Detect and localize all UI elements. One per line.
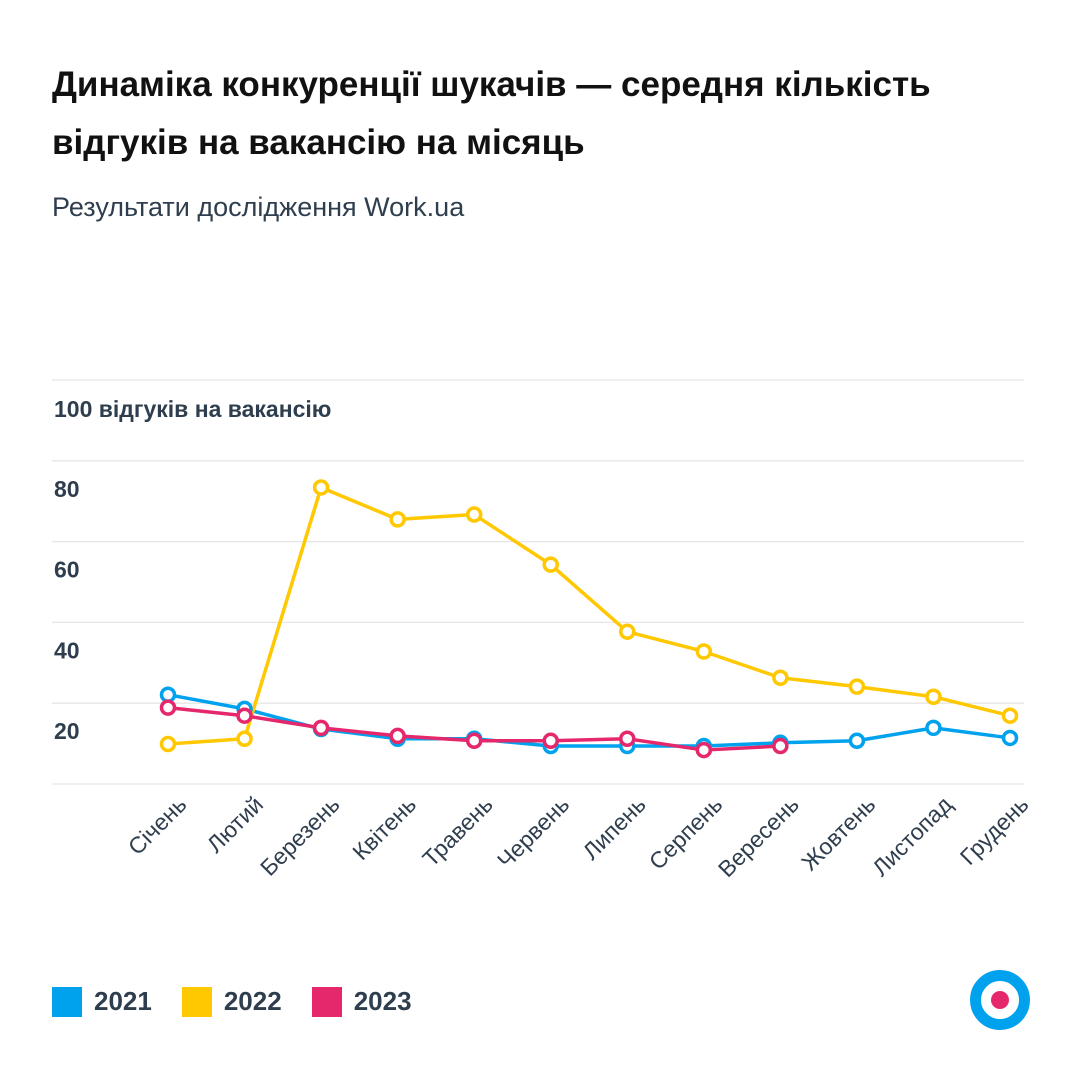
data-point-2022 xyxy=(159,735,177,753)
legend-label: 2023 xyxy=(353,986,412,1016)
x-tick-label: Вересень xyxy=(713,791,804,882)
data-point-2023 xyxy=(772,737,789,755)
data-point-2022 xyxy=(925,688,942,705)
data-point-2022 xyxy=(465,506,483,523)
data-point-2022 xyxy=(542,556,559,573)
logo-dot xyxy=(991,991,1009,1009)
data-point-2023 xyxy=(465,732,483,750)
legend-swatch xyxy=(311,986,342,1017)
data-point-2023 xyxy=(389,727,406,745)
legend-item-2022: 2022 xyxy=(181,986,282,1017)
legend-label: 2022 xyxy=(223,986,282,1016)
data-point-2023 xyxy=(695,741,713,759)
x-tick-label: Лютий xyxy=(202,791,269,858)
x-tick-label: Січень xyxy=(123,791,192,860)
x-tick-label: Квітень xyxy=(347,791,421,865)
y-tick-label: 80 xyxy=(54,476,80,502)
data-point-2023 xyxy=(236,707,253,724)
data-point-2022 xyxy=(236,730,253,748)
data-point-2022 xyxy=(772,669,789,686)
data-point-2022 xyxy=(389,511,406,528)
y-axis-label: 100 відгуків на вакансію xyxy=(54,396,331,422)
x-tick-label: Березень xyxy=(255,791,345,881)
data-point-2021 xyxy=(1001,729,1019,747)
legend-swatch xyxy=(181,986,212,1017)
data-point-2022 xyxy=(848,678,866,695)
data-point-2023 xyxy=(312,719,330,737)
data-point-2021 xyxy=(925,719,942,737)
data-point-2021 xyxy=(848,732,866,750)
chart-title: Динаміка конкуренції шукачів — середня к… xyxy=(52,65,931,162)
legend-item-2023: 2023 xyxy=(311,986,412,1017)
x-tick-label: Травень xyxy=(417,791,497,871)
y-tick-label: 60 xyxy=(54,557,80,583)
work-ua-logo xyxy=(970,970,1030,1030)
data-point-2023 xyxy=(542,732,559,750)
data-point-2023 xyxy=(619,730,636,748)
legend-label: 2021 xyxy=(94,986,152,1016)
data-point-2023 xyxy=(159,699,177,716)
legend-swatch xyxy=(52,986,82,1017)
legend: 2021 2022 2023 xyxy=(52,986,412,1017)
series-line-2022 xyxy=(167,485,1011,746)
y-tick-label: 40 xyxy=(54,637,80,663)
x-tick-label: Липень xyxy=(577,791,650,864)
legend-item-2021: 2021 xyxy=(52,986,152,1017)
x-tick-label: Листопад xyxy=(867,791,957,881)
chart-subtitle: Результати дослідження Work.ua xyxy=(52,192,465,222)
data-point-2022 xyxy=(619,623,636,640)
y-tick-label: 20 xyxy=(54,718,80,744)
data-point-2022 xyxy=(1001,707,1019,724)
data-point-2022 xyxy=(695,643,713,660)
data-point-2022 xyxy=(312,479,330,496)
x-tick-label: Червень xyxy=(492,791,574,873)
x-tick-label: Грудень xyxy=(955,791,1034,870)
data-point-2021 xyxy=(159,686,177,703)
